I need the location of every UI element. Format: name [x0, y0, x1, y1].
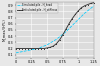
Articulated pile - H_stiffness	[37, 48, 38, 49]
Articulated pile - H_stiffness	[22, 48, 23, 49]
Simulated pile - H_head	[15, 52, 16, 53]
Simulated pile - H_head	[62, 34, 63, 35]
Simulated pile - H_head	[90, 8, 92, 9]
Articulated pile - H_stiffness	[65, 29, 66, 30]
Simulated pile - H_head	[87, 10, 88, 11]
Articulated pile - H_stiffness	[34, 48, 35, 49]
Simulated pile - H_head	[37, 48, 38, 49]
Articulated pile - H_stiffness	[43, 48, 45, 49]
Legend: Simulated pile - H_head, Articulated pile - H_stiffness: Simulated pile - H_head, Articulated pil…	[16, 3, 58, 13]
Simulated pile - H_head	[65, 31, 66, 32]
Articulated pile - H_stiffness	[81, 7, 82, 8]
Y-axis label: M_max/(H*L): M_max/(H*L)	[2, 19, 6, 41]
Articulated pile - H_stiffness	[59, 39, 60, 40]
Articulated pile - H_stiffness	[18, 48, 20, 49]
Articulated pile - H_stiffness	[68, 23, 70, 24]
Simulated pile - H_head	[31, 49, 32, 50]
Articulated pile - H_stiffness	[56, 43, 57, 44]
Articulated pile - H_stiffness	[50, 47, 51, 48]
Simulated pile - H_head	[84, 13, 85, 14]
Articulated pile - H_stiffness	[15, 48, 16, 49]
Simulated pile - H_head	[18, 52, 20, 53]
Simulated pile - H_head	[93, 5, 95, 6]
Simulated pile - H_head	[59, 36, 60, 37]
Articulated pile - H_stiffness	[40, 48, 42, 49]
Simulated pile - H_head	[40, 47, 42, 48]
Simulated pile - H_head	[53, 41, 54, 42]
Simulated pile - H_head	[46, 44, 48, 45]
Simulated pile - H_head	[72, 25, 73, 26]
Articulated pile - H_stiffness	[72, 18, 73, 19]
Simulated pile - H_head	[22, 51, 23, 52]
Articulated pile - H_stiffness	[78, 10, 79, 11]
Line: Simulated pile - H_head: Simulated pile - H_head	[16, 6, 94, 53]
Simulated pile - H_head	[56, 39, 57, 40]
Articulated pile - H_stiffness	[84, 5, 85, 6]
Line: Articulated pile - H_stiffness: Articulated pile - H_stiffness	[15, 2, 94, 49]
Articulated pile - H_stiffness	[87, 4, 88, 5]
Articulated pile - H_stiffness	[28, 48, 29, 49]
Simulated pile - H_head	[81, 16, 82, 17]
Articulated pile - H_stiffness	[75, 14, 76, 15]
Simulated pile - H_head	[34, 49, 35, 50]
Articulated pile - H_stiffness	[93, 2, 95, 3]
Simulated pile - H_head	[28, 50, 29, 51]
Simulated pile - H_head	[78, 19, 79, 20]
Articulated pile - H_stiffness	[25, 48, 26, 49]
Articulated pile - H_stiffness	[31, 48, 32, 49]
Articulated pile - H_stiffness	[90, 3, 92, 4]
Simulated pile - H_head	[75, 22, 76, 23]
Simulated pile - H_head	[68, 28, 70, 29]
